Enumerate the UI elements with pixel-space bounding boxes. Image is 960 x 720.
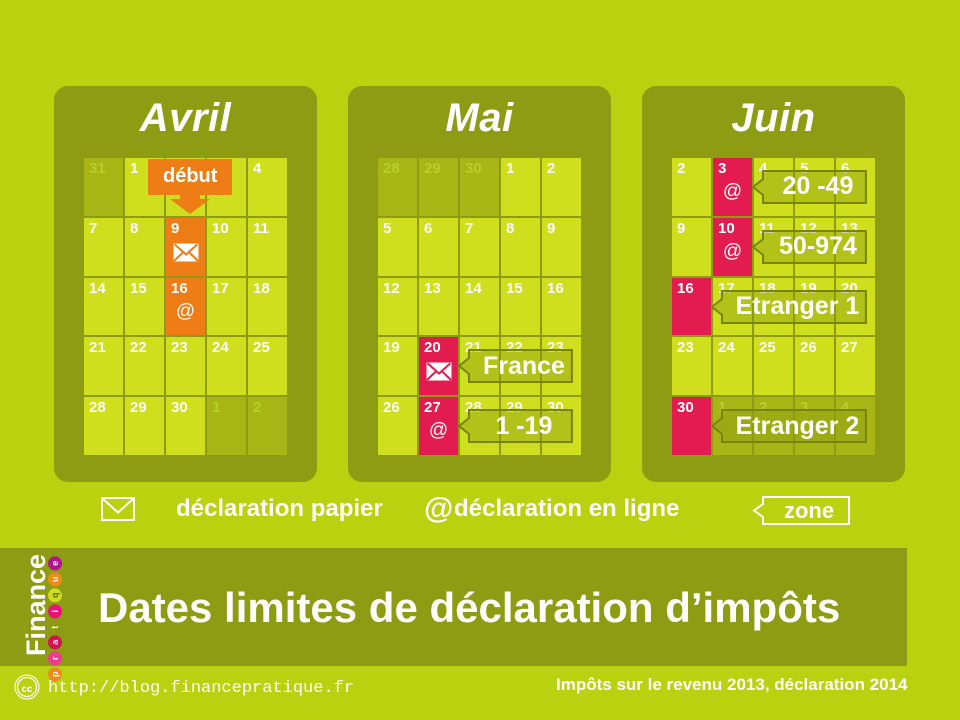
svg-text:cc: cc (21, 684, 33, 695)
